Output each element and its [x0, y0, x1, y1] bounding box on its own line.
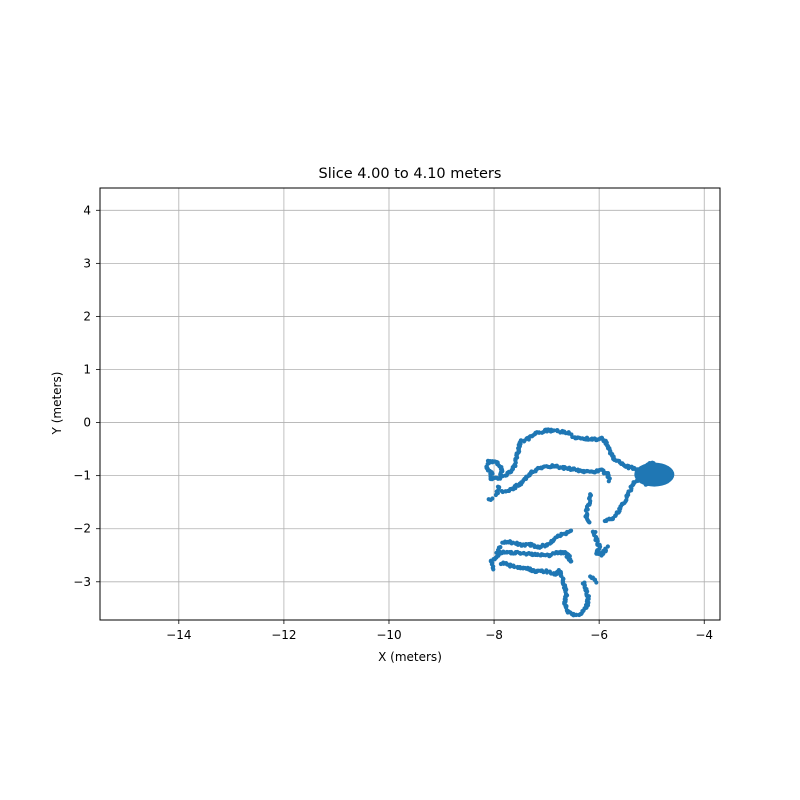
data-point: [555, 428, 560, 433]
data-point: [507, 564, 513, 569]
data-point: [594, 580, 599, 585]
y-tick-label: 0: [83, 416, 91, 430]
y-tick-label: 4: [83, 203, 91, 217]
y-axis-label: Y (meters): [50, 372, 64, 436]
data-point: [602, 518, 607, 524]
x-tick-label: −10: [376, 628, 401, 642]
data-point: [491, 567, 496, 572]
data-point: [582, 580, 587, 585]
grid-lines: [100, 188, 720, 620]
data-point: [604, 440, 609, 445]
data-point: [537, 430, 542, 435]
plot-frame: [99, 187, 721, 621]
data-point: [490, 496, 495, 501]
data-point: [573, 612, 579, 618]
data-point: [551, 428, 557, 433]
data-point: [568, 528, 574, 533]
x-tick-label: −12: [271, 628, 296, 642]
y-tick-label: 2: [83, 309, 91, 323]
data-point: [606, 479, 611, 484]
y-axis-ticks: 4 3 2 1 0 −1 −2 −3: [73, 203, 100, 589]
y-tick-label: −3: [73, 575, 91, 589]
data-point: [583, 508, 589, 513]
data-point: [558, 573, 563, 578]
data-point-cluster: [634, 462, 675, 487]
x-axis-ticks: −14 −12 −10 −8 −6 −4: [166, 620, 713, 642]
x-tick-label: −14: [166, 628, 191, 642]
y-tick-label: 1: [83, 363, 91, 377]
data-point: [489, 470, 494, 475]
data-point: [569, 559, 574, 564]
x-axis-label: X (meters): [378, 650, 442, 664]
data-points: [484, 427, 675, 618]
data-point: [605, 544, 610, 549]
x-tick-label: −6: [590, 628, 608, 642]
data-point: [627, 465, 632, 470]
x-tick-label: −8: [485, 628, 503, 642]
y-tick-label: −1: [73, 469, 91, 483]
y-tick-label: 3: [83, 256, 91, 270]
chart-title: Slice 4.00 to 4.10 meters: [319, 166, 502, 182]
data-point: [512, 564, 517, 570]
data-point: [587, 520, 592, 525]
data-point: [497, 485, 502, 490]
y-tick-label: −2: [73, 522, 91, 536]
x-tick-label: −4: [695, 628, 713, 642]
